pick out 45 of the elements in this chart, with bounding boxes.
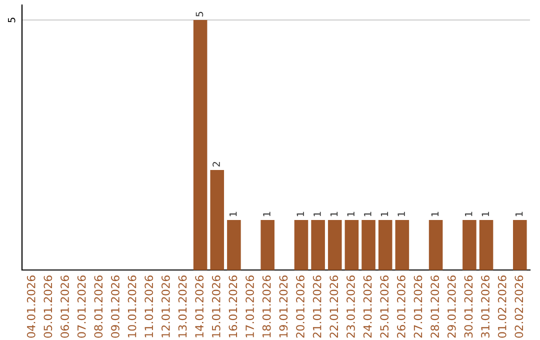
x-tick-label: 02.02.2026 (514, 276, 524, 338)
x-tick-label: 05.01.2026 (44, 276, 52, 338)
x-tick-label: 04.01.2026 (26, 276, 36, 338)
x-tick-label: 22.01.2026 (330, 276, 338, 338)
data-label: 2 (212, 162, 220, 167)
x-tick-label: 06.01.2026 (60, 276, 69, 338)
data-label: 1 (465, 212, 472, 216)
data-label: 1 (230, 212, 237, 216)
x-tick-label: 01.02.2026 (498, 276, 506, 338)
x-tick-label: 25.01.2026 (380, 276, 389, 338)
x-tick-label: 11.01.2026 (144, 276, 154, 338)
x-tick-label: 17.01.2026 (246, 276, 254, 338)
x-tick-label: 29.01.2026 (447, 276, 456, 338)
x-tick-label: 31.01.2026 (481, 276, 490, 338)
x-tick-label: 16.01.2026 (228, 276, 238, 338)
x-tick-label: 24.01.2026 (363, 276, 372, 338)
x-tick-label: 08.01.2026 (94, 276, 103, 338)
x-tick-label: 30.01.2026 (464, 276, 473, 338)
x-tick-label: 13.01.2026 (178, 276, 187, 338)
x-tick-label: 15.01.2026 (212, 276, 220, 338)
x-tick-label: 18.01.2026 (262, 276, 271, 338)
data-label: 1 (330, 212, 338, 216)
data-label: 1 (347, 212, 354, 216)
x-tick-label: 27.01.2026 (414, 276, 422, 338)
data-label: 1 (398, 212, 405, 216)
data-label: 1 (431, 212, 438, 216)
x-tick-label: 10.01.2026 (128, 276, 136, 338)
x-tick-label: 12.01.2026 (161, 276, 170, 338)
data-label: 1 (380, 212, 388, 216)
data-label: 5 (196, 12, 204, 16)
data-label: 1 (263, 212, 270, 216)
data-label: 1 (296, 212, 304, 216)
x-tick-label: 14.01.2026 (195, 276, 204, 338)
x-tick-label: 21.01.2026 (312, 276, 322, 338)
x-tick-label: 20.01.2026 (296, 276, 304, 338)
x-tick-label: 28.01.2026 (430, 276, 440, 338)
data-label: 1 (482, 212, 489, 216)
x-tick-label: 26.01.2026 (396, 276, 406, 338)
x-tick-label: 07.01.2026 (77, 276, 86, 338)
data-label: 1 (516, 212, 523, 216)
x-tick-label: 19.01.2026 (279, 276, 288, 338)
x-tick-label: 23.01.2026 (346, 276, 355, 338)
data-label: 1 (364, 212, 372, 216)
data-label: 1 (314, 212, 321, 216)
x-tick-label: 09.01.2026 (111, 276, 120, 338)
